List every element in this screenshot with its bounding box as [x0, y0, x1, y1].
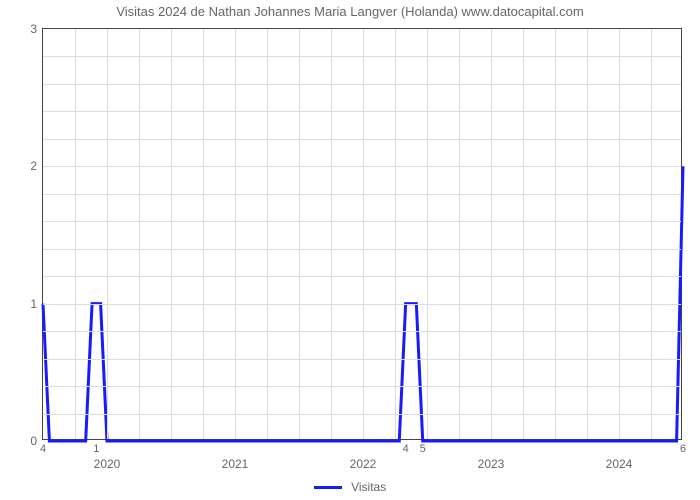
gridline-vertical: [235, 29, 236, 439]
gridline-vertical: [555, 29, 556, 439]
y-axis-tick-label: 3: [30, 22, 43, 36]
gridline-vertical: [171, 29, 172, 439]
gridline-vertical: [331, 29, 332, 439]
x-axis-year-label: 2024: [606, 439, 633, 471]
chart-container: Visitas 2024 de Nathan Johannes Maria La…: [0, 0, 700, 500]
gridline-vertical: [203, 29, 204, 439]
x-axis-value-label: 6: [680, 439, 686, 455]
legend: Visitas: [0, 479, 700, 494]
gridline-vertical: [459, 29, 460, 439]
x-axis-value-label: 5: [420, 439, 426, 455]
x-axis-value-label: 4: [40, 439, 46, 455]
gridline-vertical: [267, 29, 268, 439]
x-axis-year-label: 2022: [350, 439, 377, 471]
gridline-vertical: [427, 29, 428, 439]
gridline-vertical: [75, 29, 76, 439]
legend-swatch: [314, 486, 342, 489]
y-axis-tick-label: 1: [30, 297, 43, 311]
gridline-vertical: [107, 29, 108, 439]
legend-label: Visitas: [351, 480, 386, 494]
y-axis-tick-label: 2: [30, 159, 43, 173]
x-axis-value-label: 1: [93, 439, 99, 455]
chart-title: Visitas 2024 de Nathan Johannes Maria La…: [0, 4, 700, 19]
gridline-vertical: [395, 29, 396, 439]
gridline-vertical: [299, 29, 300, 439]
gridline-vertical: [523, 29, 524, 439]
x-axis-year-label: 2023: [478, 439, 505, 471]
gridline-vertical: [587, 29, 588, 439]
gridline-vertical: [139, 29, 140, 439]
gridline-vertical: [363, 29, 364, 439]
plot-area: 01232020202120222023202441456: [42, 28, 682, 440]
x-axis-year-label: 2021: [222, 439, 249, 471]
x-axis-value-label: 4: [403, 439, 409, 455]
gridline-vertical: [651, 29, 652, 439]
gridline-vertical: [491, 29, 492, 439]
gridline-vertical: [619, 29, 620, 439]
